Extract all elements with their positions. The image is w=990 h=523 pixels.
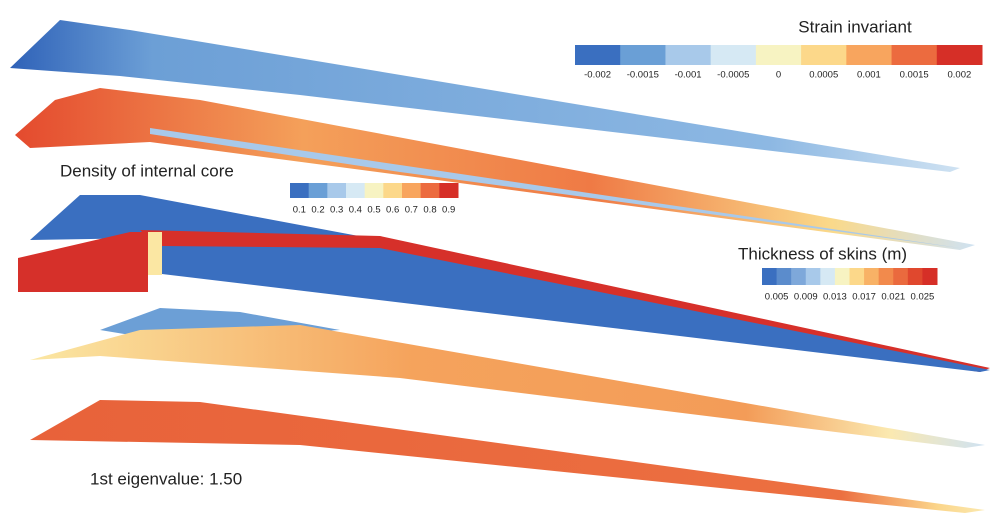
swatch xyxy=(893,268,909,285)
wing-skin-bottom xyxy=(30,400,985,513)
wing-core xyxy=(18,195,990,372)
swatch xyxy=(846,45,893,65)
swatch xyxy=(402,183,422,198)
tick-label: 0.6 xyxy=(386,205,399,216)
tick-label: 0.009 xyxy=(794,292,818,303)
swatch xyxy=(849,268,865,285)
swatch xyxy=(801,45,847,65)
swatch xyxy=(922,268,938,285)
swatch xyxy=(327,183,347,198)
wing-skin-mid xyxy=(30,325,985,448)
colorbar: 0.1 0.2 0.3 0.4 0.5 0.6 0.7 0.8 0.9 xyxy=(290,183,459,216)
swatch xyxy=(575,45,621,65)
swatch xyxy=(936,45,983,65)
tick-label: 0.025 xyxy=(911,292,935,303)
swatch xyxy=(907,268,923,285)
tick-label: 0.3 xyxy=(330,205,343,216)
legend-title: Strain invariant xyxy=(798,17,912,36)
swatch xyxy=(891,45,938,65)
legend-title: Density of internal core xyxy=(60,161,234,180)
swatch xyxy=(364,183,384,198)
swatch xyxy=(878,268,894,285)
swatch xyxy=(710,45,757,65)
tick-label: -0.0005 xyxy=(717,70,749,81)
swatch xyxy=(820,268,836,285)
tick-label: 0.1 xyxy=(293,205,306,216)
tick-label: 0 xyxy=(776,70,781,81)
tick-label: 0.2 xyxy=(311,205,324,216)
tick-label: 0.013 xyxy=(823,292,847,303)
swatch xyxy=(383,183,403,198)
swatch xyxy=(439,183,459,198)
colorbar: -0.002 -0.0015 -0.001 -0.0005 0 0.0005 0.001 0.… xyxy=(575,45,983,81)
tick-label: 0.9 xyxy=(442,205,455,216)
tick-label: -0.002 xyxy=(584,70,611,81)
tick-label: 0.0015 xyxy=(900,70,929,81)
tick-label: 0.4 xyxy=(349,205,362,216)
tick-label: -0.001 xyxy=(675,70,702,81)
tick-label: 0.5 xyxy=(367,205,380,216)
colorbar: 0.005 0.009 0.013 0.017 0.021 0.025 xyxy=(762,268,938,303)
tick-label: 0.002 xyxy=(947,70,971,81)
tick-label: 0.8 xyxy=(423,205,436,216)
swatch xyxy=(805,268,821,285)
swatch xyxy=(776,268,792,285)
swatch xyxy=(620,45,666,65)
annotation: 1st eigenvalue: 1.50 xyxy=(90,469,242,488)
tick-label: 0.021 xyxy=(881,292,905,303)
swatch xyxy=(762,268,778,285)
tick-label: 0.017 xyxy=(852,292,876,303)
swatch xyxy=(346,183,366,198)
legend-title: Thickness of skins (m) xyxy=(738,244,907,263)
swatch xyxy=(420,183,440,198)
swatch xyxy=(834,268,850,285)
tick-label: 0.005 xyxy=(765,292,789,303)
swatch xyxy=(665,45,712,65)
swatch xyxy=(290,183,310,198)
tick-label: 0.001 xyxy=(857,70,881,81)
tick-label: -0.0015 xyxy=(627,70,659,81)
wing-strain-top xyxy=(10,20,960,172)
swatch xyxy=(308,183,328,198)
swatch xyxy=(791,268,807,285)
swatch xyxy=(864,268,880,285)
tick-label: 0.0005 xyxy=(809,70,838,81)
wing-strain-bottom xyxy=(15,88,975,250)
tick-label: 0.7 xyxy=(405,205,418,216)
swatch xyxy=(755,45,802,65)
